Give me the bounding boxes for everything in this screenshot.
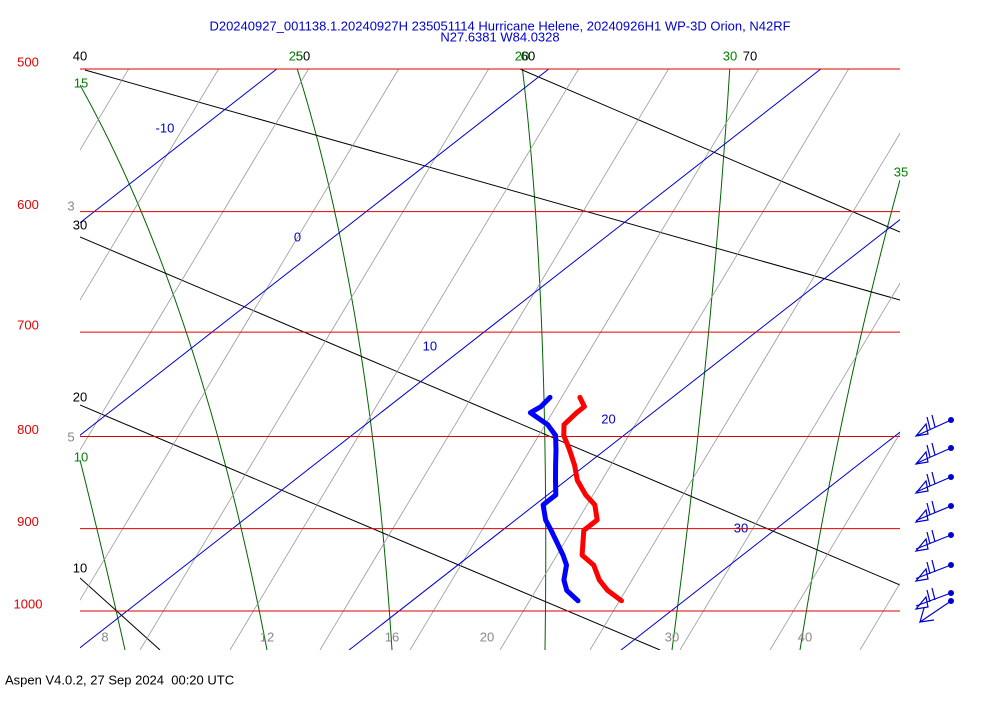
moist-adiabat-label: 15 bbox=[74, 75, 88, 90]
pressure-label: 600 bbox=[17, 197, 39, 212]
pressure-label: 800 bbox=[17, 422, 39, 437]
barb-feather bbox=[931, 442, 936, 456]
moist-adiabat-label: 30 bbox=[723, 48, 737, 63]
mixing-ratio-label: 16 bbox=[385, 629, 399, 644]
dry-adiabat bbox=[84, 69, 900, 301]
barb-feather bbox=[926, 531, 931, 545]
barb-feather bbox=[926, 502, 931, 516]
barb-feather bbox=[931, 587, 936, 601]
mixing-ratio-line bbox=[0, 69, 39, 650]
barb-shaft bbox=[915, 534, 952, 550]
isotherm-label: -10 bbox=[156, 120, 175, 135]
barb-feather bbox=[926, 444, 931, 458]
barb-flag bbox=[914, 595, 929, 610]
barb-feather bbox=[931, 529, 936, 543]
wind-barbs bbox=[914, 414, 954, 624]
dry-adiabat-label: 30 bbox=[73, 217, 87, 232]
moist-adiabat bbox=[80, 84, 268, 650]
mixing-ratio-label: 12 bbox=[260, 629, 274, 644]
barb-feather bbox=[931, 471, 936, 485]
mixing-ratio-line bbox=[859, 582, 900, 650]
barb-flag bbox=[914, 450, 929, 465]
barb-shaft bbox=[915, 592, 952, 607]
barb-flag bbox=[914, 537, 929, 552]
barb-shaft bbox=[915, 419, 952, 437]
isotherm bbox=[348, 218, 900, 650]
barb-shaft bbox=[915, 564, 952, 580]
background-lines bbox=[0, 69, 900, 650]
footer: Aspen V4.0.2, 27 Sep 2024 00:20 UTC bbox=[5, 672, 234, 687]
barb-feather bbox=[931, 500, 936, 514]
barb-shaft bbox=[915, 476, 952, 493]
barb-flag bbox=[914, 567, 929, 582]
subtitle: N27.6381 W84.0328 bbox=[440, 29, 559, 44]
mixing-ratio-line bbox=[409, 69, 759, 650]
barb-flag bbox=[914, 479, 929, 494]
dry-adiabat-label: 40 bbox=[73, 48, 87, 63]
mixing-ratio-line bbox=[80, 69, 309, 451]
isotherm-label: 0 bbox=[294, 229, 301, 244]
mixing-ratio-line bbox=[80, 69, 399, 601]
profile-line bbox=[561, 394, 624, 604]
pressure-label: 900 bbox=[17, 514, 39, 529]
isotherm bbox=[80, 69, 822, 649]
dry-adiabat bbox=[80, 404, 661, 650]
mixing-ratio-line bbox=[139, 69, 489, 650]
isotherm bbox=[80, 69, 278, 224]
mixing-ratio-line bbox=[229, 69, 579, 650]
mixing-ratio-line bbox=[679, 282, 900, 650]
dry-adiabat-label: 60 bbox=[521, 48, 535, 63]
mixing-ratio-label: 8 bbox=[101, 629, 108, 644]
dry-adiabat-label: 20 bbox=[73, 389, 87, 404]
moist-adiabat-label: 10 bbox=[74, 449, 88, 464]
mixing-ratio-line bbox=[319, 69, 669, 650]
mixing-ratio-line bbox=[80, 69, 219, 301]
moist-adiabat-label: 20 bbox=[515, 48, 529, 63]
barb-feather bbox=[926, 589, 931, 603]
barb-feather bbox=[926, 561, 931, 575]
pressure-label: 500 bbox=[17, 54, 39, 69]
moist-adiabat bbox=[80, 459, 126, 650]
dry-adiabat-label: 70 bbox=[743, 48, 757, 63]
pressure-label: 1000 bbox=[14, 596, 43, 611]
barb-flag bbox=[914, 508, 929, 523]
barb-feather bbox=[931, 414, 936, 428]
dry-adiabat bbox=[80, 577, 161, 650]
dry-adiabat bbox=[80, 236, 900, 586]
mixing-ratio-label: 30 bbox=[665, 629, 679, 644]
mixing-ratio-line bbox=[80, 69, 129, 151]
moist-adiabat bbox=[799, 179, 900, 650]
isotherm-label: 30 bbox=[734, 520, 748, 535]
moist-adiabat bbox=[521, 69, 547, 650]
barb-feather bbox=[926, 416, 931, 430]
barb-shaft bbox=[915, 447, 952, 465]
barb-shaft bbox=[915, 505, 952, 522]
mixing-ratio-label: 40 bbox=[798, 629, 812, 644]
title: D20240927_001138.1.20240927H 235051114 H… bbox=[209, 18, 790, 33]
mixing-ratio-label: 5 bbox=[67, 429, 74, 444]
profile-line bbox=[527, 394, 581, 604]
isotherm bbox=[80, 69, 550, 436]
isotherm-label: 20 bbox=[601, 411, 615, 426]
isotherm bbox=[620, 431, 900, 650]
barb-feather bbox=[931, 559, 936, 573]
barb-flag bbox=[918, 600, 952, 624]
barb-feather bbox=[926, 473, 931, 487]
dry-adiabat-label: 50 bbox=[296, 48, 310, 63]
moist-adiabat bbox=[671, 69, 731, 650]
mixing-ratio-label: 3 bbox=[67, 198, 74, 213]
mixing-ratio-line bbox=[499, 69, 849, 650]
moist-adiabat-label: 25 bbox=[289, 48, 303, 63]
barb-flag bbox=[914, 422, 929, 437]
mixing-ratio-line bbox=[589, 132, 900, 650]
pressure-label: 700 bbox=[17, 318, 39, 333]
mixing-ratio-line bbox=[769, 432, 900, 650]
dry-adiabat-label: 10 bbox=[73, 560, 87, 575]
isotherm-label: 10 bbox=[423, 338, 437, 353]
mixing-ratio-label: 20 bbox=[480, 629, 494, 644]
moist-adiabat-label: 35 bbox=[894, 164, 908, 179]
moist-adiabat bbox=[296, 69, 393, 650]
